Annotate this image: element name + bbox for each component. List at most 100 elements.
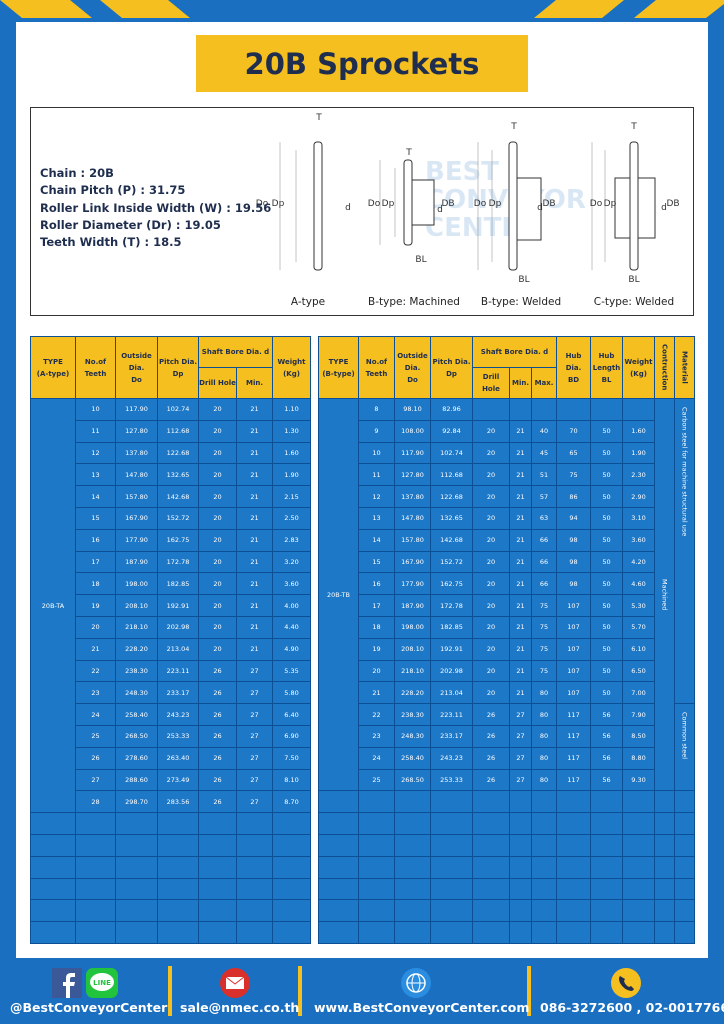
empty-cell <box>674 855 696 879</box>
data-cell: 15 <box>358 550 395 574</box>
dimension-label: BL <box>518 275 529 285</box>
top-stripes <box>0 0 724 18</box>
data-cell: 27 <box>509 746 532 770</box>
data-cell: 98 <box>556 572 592 596</box>
data-cell: 7.00 <box>622 681 656 705</box>
header-text: Outside <box>121 351 152 360</box>
data-cell: 21 <box>236 637 273 661</box>
header-cell: Contruction <box>654 336 676 399</box>
empty-cell <box>30 833 76 857</box>
table-row: 12 137.80 122.68 20 21 57 86 50 2.90 <box>319 485 695 508</box>
data-cell: 75 <box>530 594 558 617</box>
data-cell: 177.90 <box>115 528 158 552</box>
table-row: 9 108.00 92.84 20 21 40 70 50 1.60 <box>319 419 695 443</box>
data-cell: 11 <box>75 419 116 443</box>
data-cell: 228.20 <box>394 681 431 705</box>
data-cell: 6.40 <box>272 703 311 726</box>
table-row <box>318 855 696 879</box>
data-cell: 21 <box>236 594 273 617</box>
empty-cell <box>654 877 676 901</box>
empty-cell <box>472 855 510 879</box>
data-cell: 20 <box>198 594 237 617</box>
data-cell: 20 <box>358 659 395 683</box>
header-text: Material <box>680 351 689 384</box>
empty-cell <box>622 855 656 879</box>
empty-cell <box>198 899 237 923</box>
empty-cell <box>198 812 237 835</box>
data-cell: 187.90 <box>394 594 431 617</box>
empty-cell <box>272 812 311 835</box>
empty-cell <box>530 855 558 879</box>
data-cell: 192.91 <box>157 594 199 617</box>
empty-cell <box>236 921 273 944</box>
header-row: TYPE (B-type) No.of Teeth Outside Dia. Do Pitch… <box>318 336 696 399</box>
data-cell: 21 <box>509 681 532 705</box>
data-cell: 218.10 <box>394 659 431 683</box>
empty-cell <box>358 877 395 901</box>
diagram-caption: B-type: Machined <box>368 296 460 308</box>
header-text: Dia. <box>404 363 421 372</box>
data-cell: 258.40 <box>115 703 158 726</box>
data-cell: 50 <box>590 572 624 596</box>
empty-cell <box>157 921 199 944</box>
data-cell: 172.78 <box>430 594 473 617</box>
empty-cell <box>157 877 199 901</box>
data-cell: 162.75 <box>157 528 199 552</box>
material-cell: Common steel <box>674 703 696 792</box>
type-cell: 20B-TB <box>318 397 359 792</box>
header-text: Weight <box>624 357 653 366</box>
table-row <box>30 877 311 901</box>
data-cell: 243.23 <box>430 746 473 770</box>
data-cell: 21 <box>236 485 273 508</box>
data-cell: 248.30 <box>115 681 158 705</box>
dimension-label: Do <box>590 199 603 209</box>
data-cell: 27 <box>509 703 532 726</box>
dimension-label: DB <box>542 199 555 209</box>
empty-cell <box>198 921 237 944</box>
header-cell: TYPE (A-type) <box>30 336 76 399</box>
empty-cell <box>75 855 116 879</box>
empty-cell <box>318 877 359 901</box>
data-cell: 70 <box>556 419 592 443</box>
empty-cell <box>157 812 199 835</box>
data-cell: 20 <box>472 550 510 574</box>
data-cell: 66 <box>530 550 558 574</box>
data-cell: 25 <box>75 724 116 748</box>
sprocket-plate <box>403 159 413 246</box>
table-row <box>30 921 311 944</box>
data-cell: 80 <box>530 681 558 705</box>
data-cell: 63 <box>530 506 558 530</box>
data-cell: 2.30 <box>622 463 656 487</box>
table-row: 25 268.50 253.33 26 27 6.90 <box>31 724 311 748</box>
data-cell: 50 <box>590 659 624 683</box>
data-cell: 202.98 <box>430 659 473 683</box>
data-cell: 127.80 <box>115 419 158 443</box>
data-cell: 21 <box>236 550 273 574</box>
empty-cell <box>556 899 592 923</box>
watermark: CONVEYOR <box>425 185 586 215</box>
data-cell: 12 <box>358 485 395 508</box>
data-cell: 233.17 <box>157 681 199 705</box>
header-text: Hub Dia. <box>565 351 582 372</box>
empty-cell <box>115 855 158 879</box>
empty-cell <box>358 855 395 879</box>
empty-cell <box>622 790 656 814</box>
data-cell: 27 <box>236 659 273 683</box>
empty-cell <box>622 899 656 923</box>
data-cell: 26 <box>198 724 237 748</box>
header-row: Drill Hole Min. Max. <box>319 367 695 399</box>
empty-cell <box>590 921 624 944</box>
sprocket-hub <box>516 177 542 241</box>
social-handle: @BestConveyorCenter <box>10 1000 168 1015</box>
empty-cell <box>556 855 592 879</box>
data-cell: 20 <box>198 419 237 443</box>
data-cell: 75 <box>556 463 592 487</box>
data-cell: 117.90 <box>115 398 158 421</box>
empty-cell <box>318 790 359 814</box>
spec-line: Roller Link Inside Width (W) : 19.56 <box>40 200 272 215</box>
header-text: Contruction <box>660 344 669 391</box>
empty-cell <box>654 833 676 857</box>
data-cell: 21 <box>75 637 116 661</box>
header-cell: Max. <box>530 367 558 399</box>
